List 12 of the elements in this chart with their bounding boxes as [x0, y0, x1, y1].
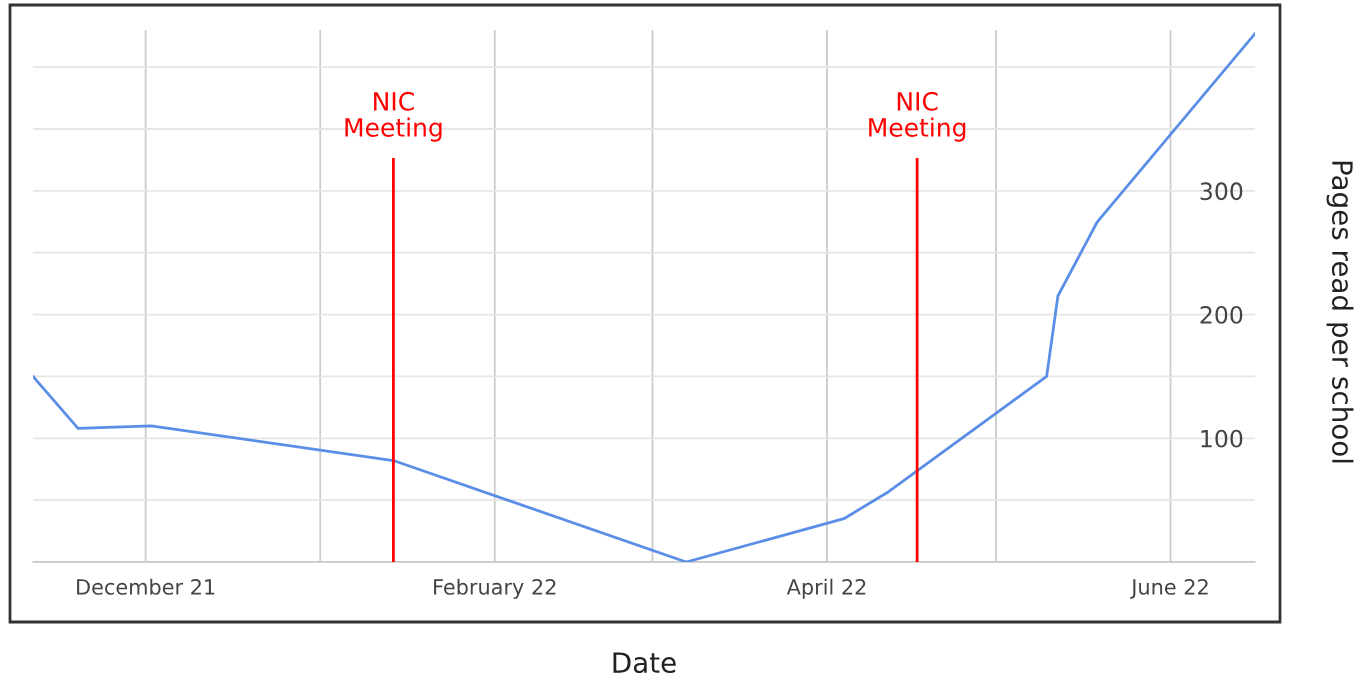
- y2-tick-label: 300: [1200, 182, 1243, 201]
- x-axis-title: Date: [613, 652, 676, 674]
- ref-line-label: NIC Meeting: [869, 91, 966, 142]
- y2-tick-label: 100: [1201, 429, 1243, 448]
- x-tick-label: April 22: [786, 578, 866, 599]
- y2-axis-title: Pages read per school: [1326, 161, 1354, 463]
- x-tick-label: June 22: [1130, 579, 1208, 599]
- ref-line-label: NIC Meeting: [345, 91, 442, 142]
- x-tick-label: February 22: [434, 578, 556, 599]
- line-series: [33, 32, 1255, 562]
- x-tick-label: December 21: [77, 578, 215, 595]
- y2-tick-label: 200: [1200, 306, 1243, 324]
